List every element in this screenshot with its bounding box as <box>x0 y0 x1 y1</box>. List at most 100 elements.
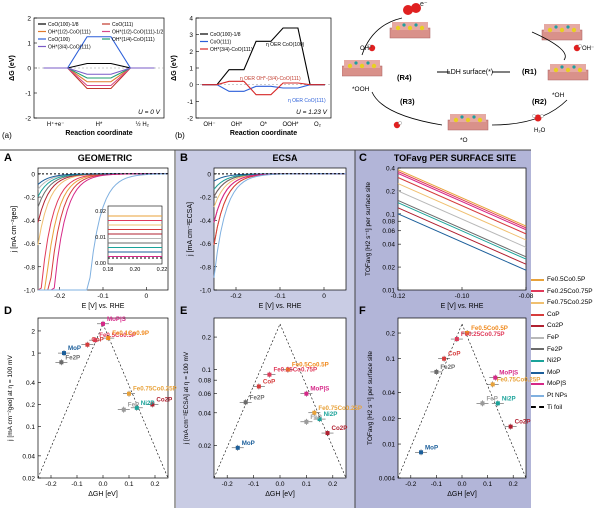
eta-annotation: η OER OH*-(3/4)-CoO(111) <box>240 76 301 82</box>
data-point <box>434 369 439 374</box>
y-tick-label: -1.0 <box>24 288 36 295</box>
species-label-O: *O <box>460 137 468 144</box>
series-line <box>202 27 325 86</box>
legend-label: CoO(100)-1/8 <box>210 32 241 38</box>
inset-x-tick-label: 0.18 <box>103 267 114 273</box>
legend-item: MoP <box>531 367 599 379</box>
legend-item: Fe0.75Co0.25P <box>531 297 599 309</box>
point-label: Fe0.75Co0.25P <box>318 405 362 412</box>
legend-swatch <box>531 348 544 351</box>
y-tick-label: 1 <box>189 66 193 73</box>
legend: Fe0.5Co0.5P Fe0.25Co0.75P Fe0.75Co0.25P CoP… <box>531 274 599 413</box>
series-line <box>43 67 155 87</box>
y-axis-label: ΔG (eV) <box>9 55 16 81</box>
y-tick-label: 0.1 <box>26 424 35 431</box>
y-tick-label: 0.004 <box>379 476 396 483</box>
x-tick-label: 0.1 <box>302 481 311 488</box>
series-line <box>202 84 325 92</box>
legend-swatch <box>531 383 544 386</box>
x-tick-label: H* <box>96 122 103 128</box>
data-point <box>59 360 64 365</box>
point-label: Ni2P <box>324 411 338 418</box>
panel-label-E: E <box>180 305 188 317</box>
legend-label: CoO(111) <box>210 40 232 46</box>
x-axis-label: E [V] vs. RHE <box>441 303 484 310</box>
tof-curve <box>397 207 527 265</box>
y-tick-label: 0.1 <box>386 356 395 363</box>
legend-swatch <box>531 278 544 281</box>
data-point <box>134 405 139 410</box>
y-axis-label: TOFavg [H2 s⁻¹] per surface site <box>365 182 372 276</box>
data-point <box>493 375 498 380</box>
data-point <box>93 338 98 343</box>
legend-swatch <box>531 325 544 328</box>
o2-molecule-icon <box>403 5 413 15</box>
point-label: CoP <box>91 337 103 344</box>
panel-label-A: A <box>4 152 12 164</box>
legend-label: MoP|S <box>547 380 567 388</box>
y-tick-label: 4 <box>189 16 193 23</box>
legend-label: Fe0.5Co0.5P <box>547 276 586 283</box>
schematic-center-label: LDH surface(*) <box>447 69 493 76</box>
x-tick-label: 0.2 <box>509 481 518 488</box>
data-point <box>121 407 126 412</box>
eta-annotation: η OER CoO(111) <box>288 98 326 104</box>
inset-x-tick-label: 0.22 <box>157 267 168 273</box>
x-tick-label: 0.1 <box>483 481 492 488</box>
y-tick-label: -0.2 <box>24 195 36 202</box>
legend-item: Ti foil <box>531 402 599 414</box>
x-tick-label: -0.1 <box>431 481 443 488</box>
y-tick-label: -1 <box>25 91 31 98</box>
legend-item: Co2P <box>531 320 599 332</box>
legend-label: Ti foil <box>547 403 563 411</box>
panel-label-D: D <box>4 305 12 317</box>
point-label: Fe0.5Co0.5P <box>292 362 329 369</box>
x-axis-label: ΔGH [eV] <box>88 491 118 498</box>
data-point <box>62 351 66 356</box>
legend-label: Fe0.25Co0.75P <box>547 287 593 295</box>
data-point <box>465 331 470 336</box>
series-line <box>43 67 155 83</box>
data-point <box>490 382 495 387</box>
x-tick-label: OOH* <box>282 122 299 128</box>
x-tick-label: -0.10 <box>455 293 470 300</box>
point-label: MoP <box>68 345 81 352</box>
legend-label: OH*(1/4)-CoO(111) <box>112 37 155 43</box>
legend-label: OH*(1/2)-CoO(111) <box>48 30 91 36</box>
point-label: Fe0.75Co0.25P <box>133 386 177 393</box>
x-tick-label: -0.1 <box>274 293 286 300</box>
y-tick-label: -0.2 <box>200 195 212 202</box>
y-axis-label: j [mA cm⁻²ECSA] <box>187 202 194 257</box>
data-point <box>419 450 424 455</box>
legend-label: Ni2P <box>547 357 562 365</box>
tof-curve <box>397 172 527 231</box>
x-tick-label: OH⁻ <box>203 122 215 128</box>
potential-annotation: U = 1.23 V <box>296 109 328 116</box>
data-point <box>442 356 447 361</box>
x-tick-label: 0.2 <box>150 481 159 488</box>
y-tick-label: 0.04 <box>198 410 211 417</box>
legend-item: Fe0.5Co0.5P <box>531 274 599 286</box>
data-point <box>508 424 513 429</box>
y-tick-label: -0.8 <box>200 264 212 271</box>
y-axis-label: j [mA cm⁻²geo] at η = 100 mV <box>7 355 14 442</box>
legend-swatch <box>531 371 544 374</box>
y-axis-label: j [mA cm⁻²geo] <box>11 206 18 254</box>
legend-item: Pt NPs <box>531 390 599 402</box>
data-point <box>304 391 309 396</box>
panel-label-a: (a) <box>2 131 12 140</box>
step-R3: (R3) <box>400 97 415 106</box>
data-point <box>304 419 309 424</box>
chart-D: -0.2 -0.1 0.0 0.1 0.2 0.02 0.04 0.1 0.2 0.4 1 2 MoP|… <box>7 316 177 498</box>
point-label: Co2P <box>156 396 172 403</box>
x-axis-label: Reaction coordinate <box>230 130 297 137</box>
x-tick-label: -0.08 <box>519 293 534 300</box>
point-label: Co2P <box>332 425 348 432</box>
legend-label: OH*(1/2)-CoO(111)-1/2 <box>112 30 163 36</box>
x-tick-label: -0.12 <box>391 293 406 300</box>
legend-swatch <box>531 301 544 304</box>
data-point <box>85 342 90 347</box>
y-tick-label: 1 <box>31 351 35 358</box>
y-tick-label: 2 <box>27 16 31 23</box>
data-point <box>106 336 111 341</box>
